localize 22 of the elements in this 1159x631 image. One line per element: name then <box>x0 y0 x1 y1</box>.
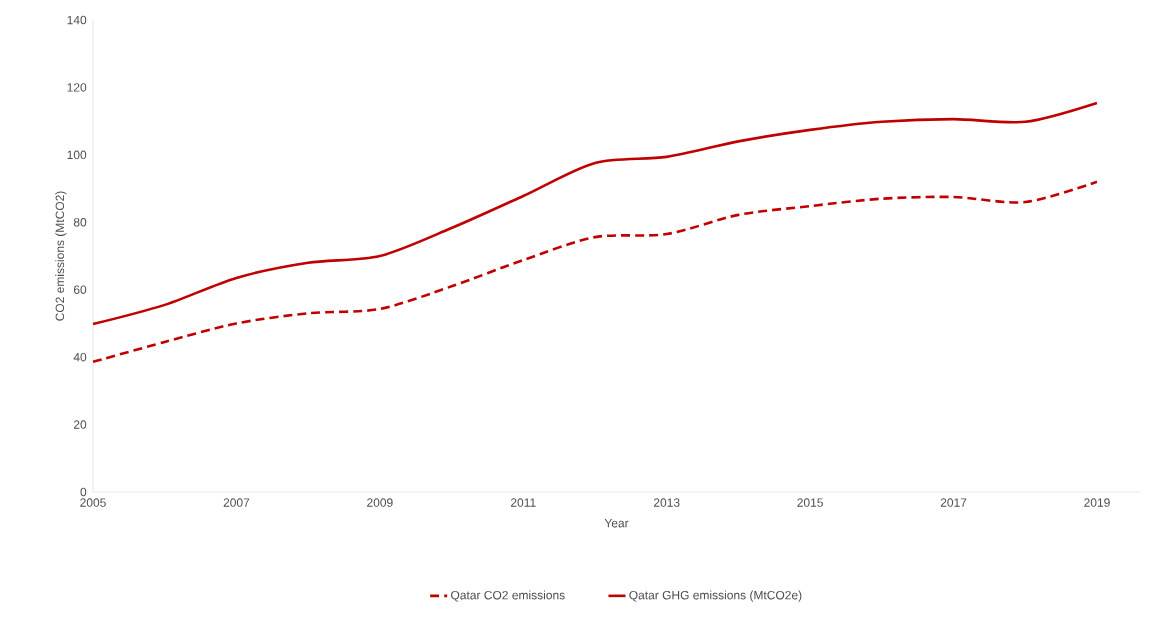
y-tick-label: 80 <box>73 218 87 227</box>
x-tick-label: 2005 <box>80 498 106 507</box>
x-axis-title: Year <box>604 519 629 528</box>
x-tick-label: 2009 <box>367 498 393 507</box>
y-axis-title: CO2 emissions (MtCO2) <box>55 191 67 321</box>
x-tick-label: 2007 <box>223 498 250 507</box>
x-tick-label: 2011 <box>510 498 536 507</box>
x-tick-label: 2013 <box>653 498 680 507</box>
y-tick-label: 100 <box>67 150 87 160</box>
y-tick-label: 120 <box>67 83 87 92</box>
y-tick-label: 20 <box>73 420 87 429</box>
y-tick-label: 0 <box>80 487 87 497</box>
y-tick-label: 140 <box>67 15 87 25</box>
line-series <box>91 101 1099 326</box>
line-series <box>91 180 1099 364</box>
legend-label: Qatar GHG emissions (MtCO2e) <box>629 590 802 602</box>
y-tick-label: 40 <box>73 352 87 362</box>
y-tick-label: 60 <box>73 285 87 294</box>
x-tick-label: 2015 <box>797 498 823 507</box>
x-tick-label: 2019 <box>1084 498 1110 507</box>
legend-label: Qatar CO2 emissions <box>451 590 565 602</box>
x-tick-label: 2017 <box>940 498 967 507</box>
